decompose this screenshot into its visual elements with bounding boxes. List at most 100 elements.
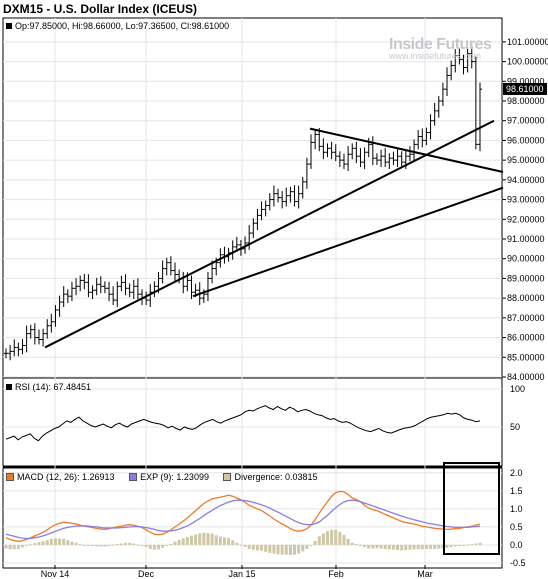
divergence-bar bbox=[325, 531, 329, 545]
divergence-bar bbox=[457, 544, 461, 547]
divergence-bar bbox=[20, 544, 24, 548]
divergence-bar bbox=[404, 544, 408, 551]
divergence-bar bbox=[128, 542, 132, 545]
watermark-brand: Inside Futures bbox=[389, 36, 492, 53]
divergence-bar bbox=[358, 544, 362, 546]
divergence-bar bbox=[338, 531, 342, 545]
divergence-bar bbox=[350, 542, 354, 545]
divergence-bar bbox=[115, 543, 119, 545]
divergence-bar bbox=[49, 538, 53, 545]
divergence-bar bbox=[161, 544, 165, 548]
divergence-bar bbox=[313, 540, 317, 545]
divergence-bar bbox=[78, 544, 82, 546]
divergence-bar bbox=[185, 537, 189, 545]
divergence-bar bbox=[424, 544, 428, 549]
macd-tick-label: 1.0 bbox=[510, 504, 523, 514]
divergence-bar bbox=[198, 533, 202, 545]
divergence-bar bbox=[334, 529, 338, 545]
divergence-bar bbox=[449, 544, 453, 548]
divergence-bar bbox=[321, 533, 325, 545]
divergence-bar bbox=[264, 544, 268, 552]
legend-exp-text: EXP (9): 1.23099 bbox=[140, 472, 209, 482]
divergence-bar bbox=[33, 543, 37, 545]
divergence-bar bbox=[268, 544, 272, 553]
divergence-bar bbox=[103, 544, 107, 547]
divergence-bar bbox=[124, 542, 128, 545]
rsi-square-icon bbox=[6, 384, 12, 390]
divergence-bar bbox=[210, 533, 214, 545]
divergence-bar bbox=[136, 544, 140, 546]
divergence-bar bbox=[367, 544, 371, 549]
divergence-bar bbox=[157, 544, 161, 550]
rsi-line bbox=[5, 405, 481, 442]
x-tick-label: Mar bbox=[417, 569, 433, 579]
divergence-bar bbox=[462, 544, 466, 546]
divergence-bar bbox=[288, 544, 292, 556]
divergence-bar bbox=[111, 544, 115, 546]
divergence-bar bbox=[470, 544, 474, 546]
divergence-bar bbox=[387, 544, 391, 550]
rsi-tick-label: 50 bbox=[510, 422, 520, 432]
divergence-bar bbox=[342, 534, 346, 545]
divergence-bar bbox=[305, 544, 309, 549]
divergence-bar bbox=[53, 538, 57, 545]
divergence-bar bbox=[433, 544, 437, 549]
macd-highlight-box bbox=[443, 462, 500, 555]
divergence-bar bbox=[173, 541, 177, 545]
macd-tick-label: -0.5 bbox=[510, 558, 526, 568]
divergence-bar bbox=[453, 544, 457, 547]
ohlc-readout: Op:97.85000, Hi:98.66000, Lo:97.36500, C… bbox=[6, 21, 229, 31]
divergence-bar bbox=[99, 544, 103, 547]
legend-swatch-divergence bbox=[223, 473, 232, 481]
price-tick-label: 84.00000 bbox=[507, 372, 545, 382]
legend-item-divergence: Divergence: 0.03815 bbox=[223, 472, 318, 482]
divergence-bar bbox=[86, 544, 90, 546]
divergence-bar bbox=[437, 544, 441, 549]
price-tick-label: 91.00000 bbox=[507, 234, 545, 244]
divergence-bar bbox=[107, 544, 111, 546]
divergence-bar bbox=[317, 536, 321, 545]
divergence-bar bbox=[251, 544, 255, 550]
macd-tick-label: 0.5 bbox=[510, 522, 523, 532]
divergence-bar bbox=[276, 544, 280, 555]
rsi-title: RSI (14): 67.48451 bbox=[15, 382, 92, 392]
ohlc-values: Op:97.85000, Hi:98.66000, Lo:97.36500, C… bbox=[15, 21, 230, 31]
x-tick-label: Dec bbox=[138, 569, 155, 579]
divergence-bar bbox=[416, 544, 420, 550]
divergence-bar bbox=[119, 543, 123, 545]
divergence-bar bbox=[260, 544, 264, 551]
divergence-bar bbox=[165, 544, 169, 547]
price-tick-label: 95.00000 bbox=[507, 155, 545, 165]
divergence-bar bbox=[375, 544, 379, 549]
divergence-bar bbox=[284, 544, 288, 555]
divergence-bar bbox=[301, 544, 305, 552]
divergence-bar bbox=[371, 544, 375, 549]
divergence-bar bbox=[239, 544, 243, 546]
macd-tick-label: 0.0 bbox=[510, 540, 523, 550]
divergence-bar bbox=[222, 537, 226, 545]
divergence-bar bbox=[247, 544, 251, 549]
price-tick-label: 97.00000 bbox=[507, 116, 545, 126]
divergence-bar bbox=[58, 538, 62, 545]
divergence-bar bbox=[379, 544, 383, 549]
divergence-bar bbox=[91, 544, 95, 547]
legend-macd-text: MACD (12, 26): 1.26913 bbox=[17, 472, 115, 482]
x-tick-label: Jan 15 bbox=[228, 569, 255, 579]
divergence-bar bbox=[383, 544, 387, 549]
divergence-bar bbox=[177, 539, 181, 545]
divergence-bar bbox=[194, 534, 198, 545]
rsi-label: RSI (14): 67.48451 bbox=[6, 382, 91, 392]
divergence-bar bbox=[45, 540, 49, 545]
divergence-bar bbox=[474, 543, 478, 545]
divergence-bar bbox=[12, 544, 16, 550]
divergence-bar bbox=[206, 533, 210, 545]
divergence-bar bbox=[62, 538, 66, 545]
price-tick-label: 101.00000 bbox=[507, 37, 548, 47]
legend-item-macd: MACD (12, 26): 1.26913 bbox=[6, 472, 115, 482]
divergence-bar bbox=[255, 544, 259, 551]
divergence-bar bbox=[412, 544, 416, 550]
legend-swatch-exp bbox=[129, 473, 138, 481]
divergence-bar bbox=[169, 543, 173, 545]
divergence-bar bbox=[189, 535, 193, 545]
